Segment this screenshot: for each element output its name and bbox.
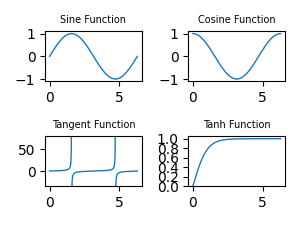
Title: Cosine Function: Cosine Function — [198, 15, 275, 25]
Title: Tanh Function: Tanh Function — [203, 120, 271, 130]
Title: Tangent Function: Tangent Function — [52, 120, 135, 130]
Title: Sine Function: Sine Function — [61, 15, 127, 25]
